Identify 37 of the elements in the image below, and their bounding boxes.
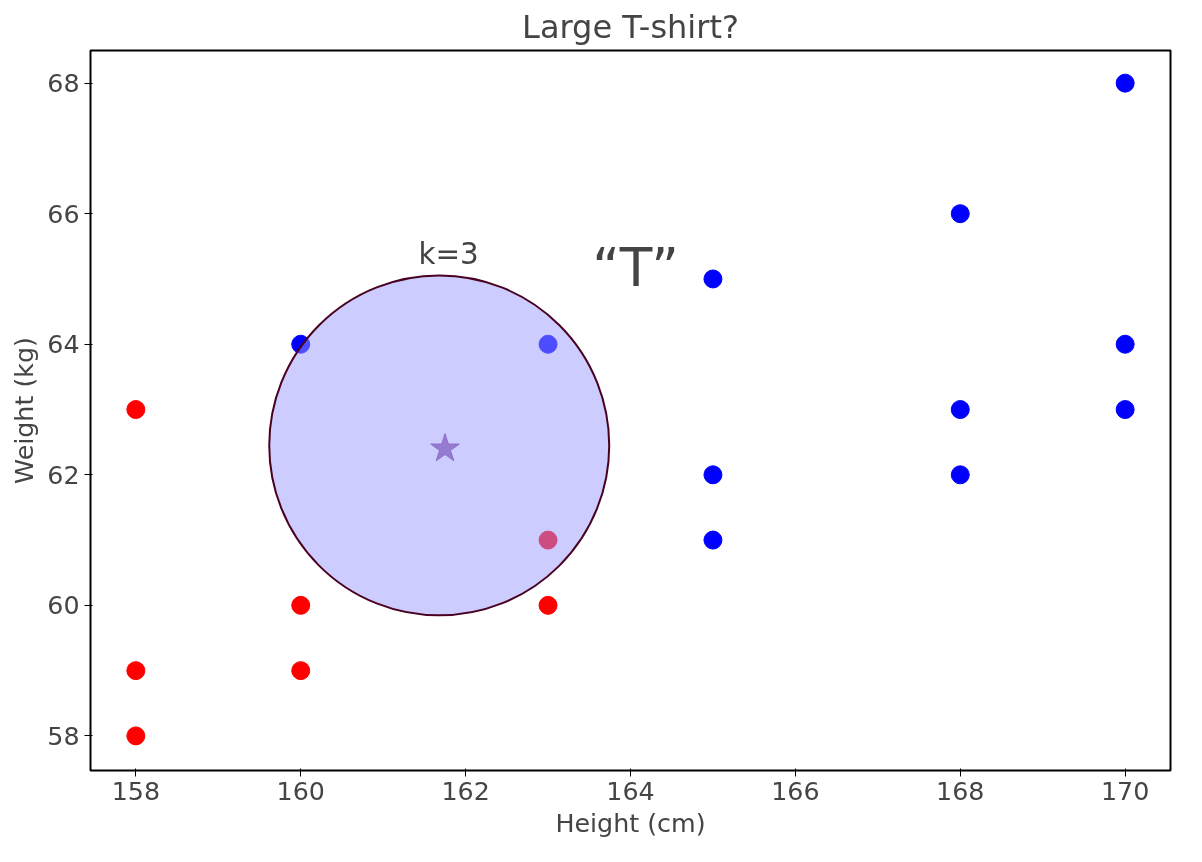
x-axis-title: Height (cm)	[555, 807, 706, 838]
annotation: “T”	[592, 235, 679, 299]
x-tick-label: 158	[111, 775, 161, 806]
annotation: k=3	[418, 236, 479, 271]
x-tick-label: 162	[441, 775, 490, 806]
point	[703, 530, 723, 550]
point	[703, 269, 723, 289]
y-tick-label: 68	[47, 68, 80, 99]
point	[291, 661, 311, 681]
point	[126, 400, 146, 419]
x-tick-label: 166	[771, 775, 820, 806]
y-tick-label: 64	[47, 329, 80, 360]
point	[1115, 400, 1135, 419]
x-tick-label: 168	[936, 775, 985, 806]
x-tick-label: 170	[1100, 775, 1150, 806]
point	[1115, 73, 1135, 93]
point	[703, 465, 723, 485]
x-tick-label: 160	[276, 775, 325, 806]
x-tick-label: 164	[606, 775, 655, 806]
point	[538, 530, 558, 550]
point	[538, 595, 558, 615]
point	[538, 334, 558, 354]
y-tick-label: 58	[47, 720, 80, 751]
point	[950, 204, 970, 224]
point	[430, 433, 460, 462]
point	[291, 595, 311, 615]
y-axis-title: Weight (kg)	[9, 337, 40, 484]
point	[950, 465, 970, 485]
y-tick-label: 60	[47, 590, 80, 621]
point	[1115, 334, 1135, 354]
y-tick-label: 66	[47, 198, 80, 229]
point	[126, 726, 146, 746]
y-tick-label: 62	[47, 459, 80, 490]
point	[950, 400, 970, 419]
point	[291, 334, 311, 354]
chart-title: Large T-shirt?	[522, 7, 739, 46]
point	[126, 661, 146, 681]
